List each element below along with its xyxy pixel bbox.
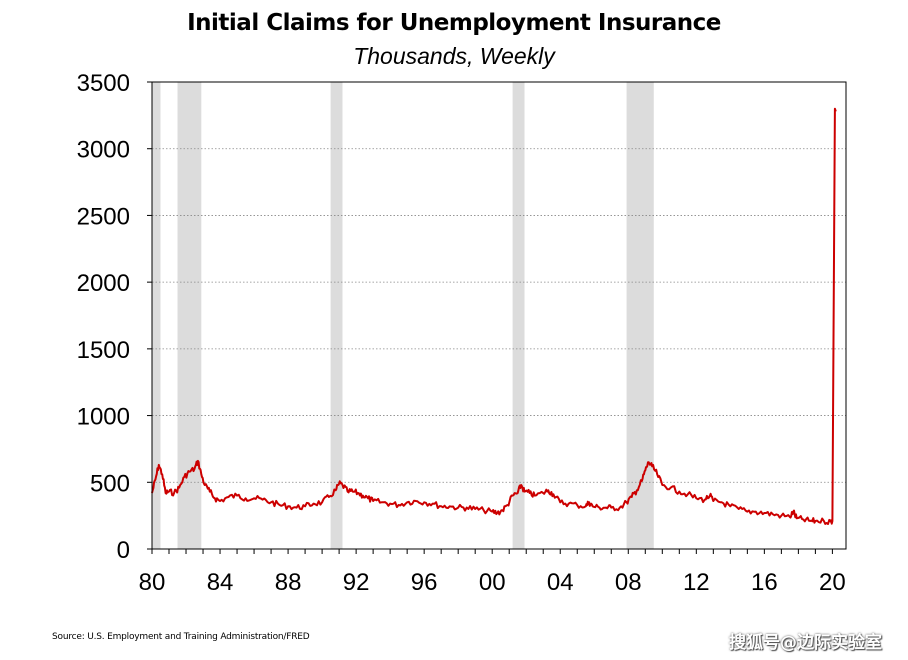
y-tick-label-3500: 3500 xyxy=(77,70,130,97)
y-tick-label-2000: 2000 xyxy=(77,270,130,297)
recession-band-2 xyxy=(330,82,343,549)
x-tick-label-20: 20 xyxy=(819,569,846,596)
x-tick-label-96: 96 xyxy=(411,569,438,596)
x-tick-label-16: 16 xyxy=(751,569,778,596)
y-tick-label-2500: 2500 xyxy=(77,203,130,230)
x-tick-label-80: 80 xyxy=(139,569,166,596)
x-tick-label-00: 00 xyxy=(479,569,506,596)
plot-frame xyxy=(151,81,847,550)
source-note: Source: U.S. Employment and Training Adm… xyxy=(52,632,310,642)
recession-bands xyxy=(152,82,654,549)
y-axis-ticks: 0 500 1000 1500 2000 2500 3000 3500 xyxy=(77,70,152,564)
x-tick-label-08: 08 xyxy=(615,569,642,596)
recession-band-3 xyxy=(512,82,525,549)
gridlines xyxy=(152,148,846,483)
recession-band-1 xyxy=(177,82,202,549)
y-tick-label-3000: 3000 xyxy=(77,137,130,164)
y-tick-label-500: 500 xyxy=(90,470,130,497)
x-tick-label-04: 04 xyxy=(547,569,574,596)
chart-title: Initial Claims for Unemployment Insuranc… xyxy=(187,10,721,36)
recession-band-0 xyxy=(152,82,161,549)
x-tick-label-12: 12 xyxy=(683,569,710,596)
y-tick-label-0: 0 xyxy=(117,537,130,564)
chart-subtitle: Thousands, Weekly xyxy=(353,43,555,69)
y-tick-label-1500: 1500 xyxy=(77,337,130,364)
series-group xyxy=(151,107,837,525)
x-tick-label-88: 88 xyxy=(275,569,302,596)
recession-band-4 xyxy=(626,82,654,549)
x-tick-label-92: 92 xyxy=(343,569,370,596)
y-tick-label-1000: 1000 xyxy=(77,404,130,431)
watermark: 搜狐号@边际实验室 xyxy=(729,633,882,653)
series-line-0 xyxy=(151,107,837,525)
x-tick-label-84: 84 xyxy=(207,569,234,596)
x-axis-ticks: 80 84 88 92 96 00 04 08 12 16 20 xyxy=(139,549,846,596)
